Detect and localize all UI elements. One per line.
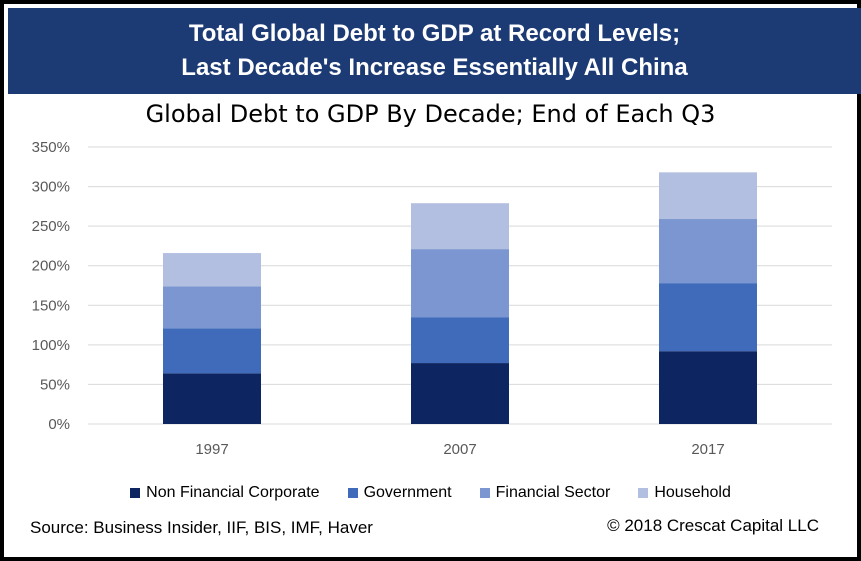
- bar-segment: [659, 172, 757, 220]
- bar-segment: [163, 253, 261, 287]
- headline-line-1: Total Global Debt to GDP at Record Level…: [188, 20, 681, 47]
- bar-segment: [163, 286, 261, 329]
- y-axis-ticks: 0% 50% 100% 150% 200% 250% 300% 350%: [32, 139, 70, 433]
- legend-item: Household: [638, 484, 731, 502]
- y-tick-label: 300%: [32, 179, 70, 196]
- bar-segment: [163, 373, 261, 424]
- bar-segment: [659, 351, 757, 424]
- bar-segment: [411, 203, 509, 250]
- y-tick-label: 150%: [32, 297, 70, 314]
- bar-segment: [659, 283, 757, 352]
- legend-item: Government: [347, 484, 452, 502]
- legend-label: Household: [654, 484, 731, 501]
- y-tick-label: 200%: [32, 258, 70, 275]
- bar-segment: [411, 317, 509, 364]
- legend: Non Financial Corporate Government Financi…: [0, 484, 861, 502]
- x-tick-label: 2007: [443, 441, 476, 458]
- y-tick-label: 350%: [32, 139, 70, 156]
- y-tick-label: 250%: [32, 218, 70, 235]
- bar-segment: [163, 328, 261, 374]
- bars: [163, 172, 757, 424]
- y-tick-label: 100%: [32, 337, 70, 354]
- copyright-note: © 2018 Crescat Capital LLC: [607, 516, 819, 535]
- legend-label: Non Financial Corporate: [146, 484, 320, 501]
- bar-segment: [411, 249, 509, 318]
- legend-swatch: [638, 488, 649, 498]
- legend-swatch: [479, 488, 490, 498]
- chart-title: Global Debt to GDP By Decade; End of Eac…: [145, 100, 716, 128]
- x-tick-label: 1997: [195, 441, 228, 458]
- headline-line-2: Last Decade's Increase Essentially All C…: [181, 54, 688, 81]
- x-tick-label: 2017: [691, 441, 724, 458]
- legend-label: Financial Sector: [495, 484, 611, 501]
- legend-swatch: [130, 488, 141, 498]
- bar-segment: [411, 363, 509, 424]
- y-tick-label: 0%: [48, 416, 70, 433]
- bar-segment: [659, 219, 757, 284]
- source-note: Source: Business Insider, IIF, BIS, IMF,…: [30, 518, 373, 537]
- headline-banner: Total Global Debt to GDP at Record Level…: [8, 8, 861, 94]
- legend-label: Government: [363, 484, 452, 501]
- legend-item: Financial Sector: [479, 484, 611, 502]
- legend-swatch: [347, 488, 358, 498]
- y-tick-label: 50%: [40, 376, 70, 393]
- x-axis-ticks: 1997 2007 2017: [195, 441, 724, 458]
- legend-item: Non Financial Corporate: [130, 484, 320, 502]
